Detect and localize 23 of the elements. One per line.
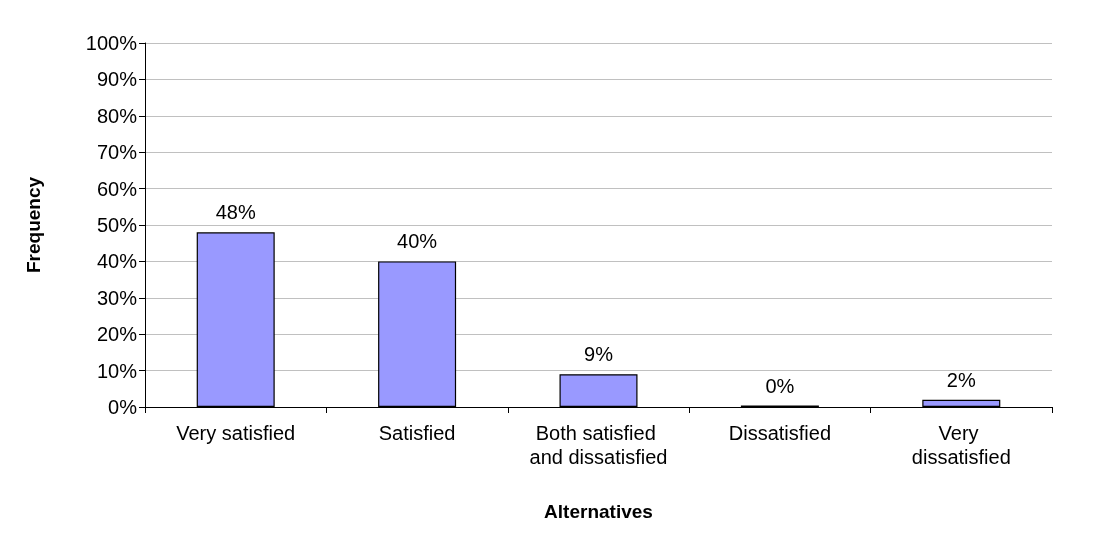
- x-tick-label: Satisfied: [378, 422, 456, 444]
- x-tick-label: Very satisfied: [176, 422, 296, 444]
- y-tick-label: 100%: [85, 32, 138, 54]
- y-tick-label: 50%: [96, 214, 138, 236]
- y-tick-label: 30%: [96, 286, 138, 309]
- data-label: 48%: [215, 201, 256, 224]
- x-tick-label: Dissatisfied: [728, 422, 832, 444]
- y-tick-label: 0%: [108, 396, 138, 418]
- y-tick-label: 90%: [96, 68, 138, 91]
- y-tick-label: 10%: [96, 359, 138, 382]
- data-label: 40%: [397, 230, 438, 253]
- data-label: 2%: [946, 368, 976, 391]
- y-tick-label: 40%: [96, 250, 138, 273]
- y-tick-label: 20%: [96, 323, 138, 346]
- data-label: 9%: [584, 343, 614, 366]
- x-tick-label: Very dissatisfied: [911, 422, 1011, 468]
- x-axis-title: Alternatives: [544, 501, 653, 522]
- x-tick-label: Both satisfied and dissatisfied: [529, 422, 668, 468]
- y-tick-label: 60%: [96, 177, 138, 200]
- data-label: 0%: [765, 374, 795, 397]
- y-tick-label: 70%: [96, 141, 138, 164]
- y-axis-title: Frequency: [23, 176, 44, 274]
- y-tick-label: 80%: [96, 104, 138, 127]
